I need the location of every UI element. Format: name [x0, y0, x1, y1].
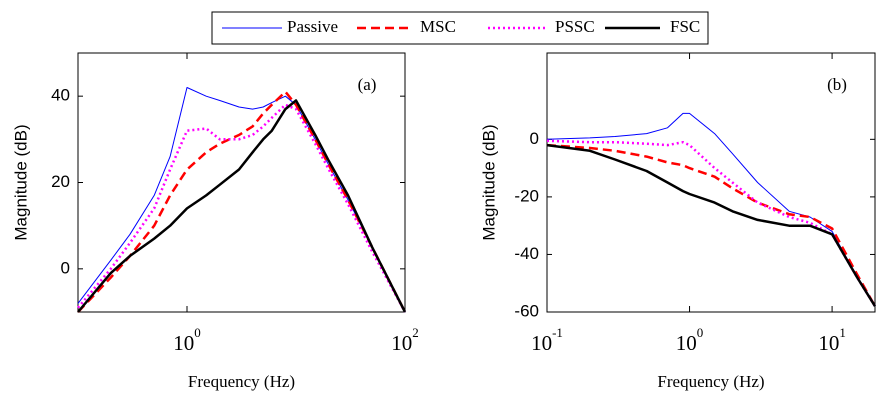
legend-label: FSC — [670, 17, 700, 36]
panel-label: (a) — [358, 75, 377, 94]
x-tick-label: 102 — [391, 325, 419, 355]
x-tick-label: 100 — [676, 325, 704, 355]
x-tick-base: 10 — [173, 331, 194, 355]
legend-label: PSSC — [555, 17, 595, 36]
y-tick-label: -20 — [514, 186, 539, 205]
series-line — [546, 143, 877, 307]
y-tick-label: -60 — [514, 301, 539, 320]
series-line — [77, 99, 407, 313]
x-axis-title: Frequency (Hz) — [657, 372, 764, 391]
plot-area — [546, 52, 876, 313]
x-tick-exponent: -1 — [552, 325, 563, 340]
x-axis-title: Frequency (Hz) — [188, 372, 295, 391]
series-line — [546, 112, 876, 307]
x-tick-base: 10 — [818, 331, 839, 355]
series-line — [77, 103, 407, 313]
x-tick-exponent: 0 — [194, 325, 201, 340]
panel-label: (b) — [827, 75, 847, 94]
plot-area — [77, 52, 406, 313]
x-tick-exponent: 1 — [839, 325, 846, 340]
y-axis-title: Magnitude (dB) — [479, 124, 498, 240]
x-tick-base: 10 — [676, 331, 697, 355]
legend-label: MSC — [420, 17, 456, 36]
y-tick-label: 40 — [51, 86, 70, 105]
x-tick-label: 101 — [818, 325, 846, 355]
x-tick-base: 10 — [531, 331, 552, 355]
y-tick-label: 0 — [530, 129, 539, 148]
y-tick-label: -40 — [514, 244, 539, 263]
series-line — [546, 143, 877, 307]
y-axis-title: Magnitude (dB) — [11, 124, 30, 240]
x-tick-base: 10 — [391, 331, 412, 355]
y-tick-label: 20 — [51, 172, 70, 191]
x-tick-exponent: 2 — [412, 325, 419, 340]
series-line — [77, 90, 407, 313]
x-tick-label: 100 — [173, 325, 201, 355]
legend-label: Passive — [287, 17, 338, 36]
y-tick-label: 0 — [61, 258, 70, 277]
x-tick-exponent: 0 — [697, 325, 704, 340]
x-tick-label: 10-1 — [531, 325, 563, 355]
